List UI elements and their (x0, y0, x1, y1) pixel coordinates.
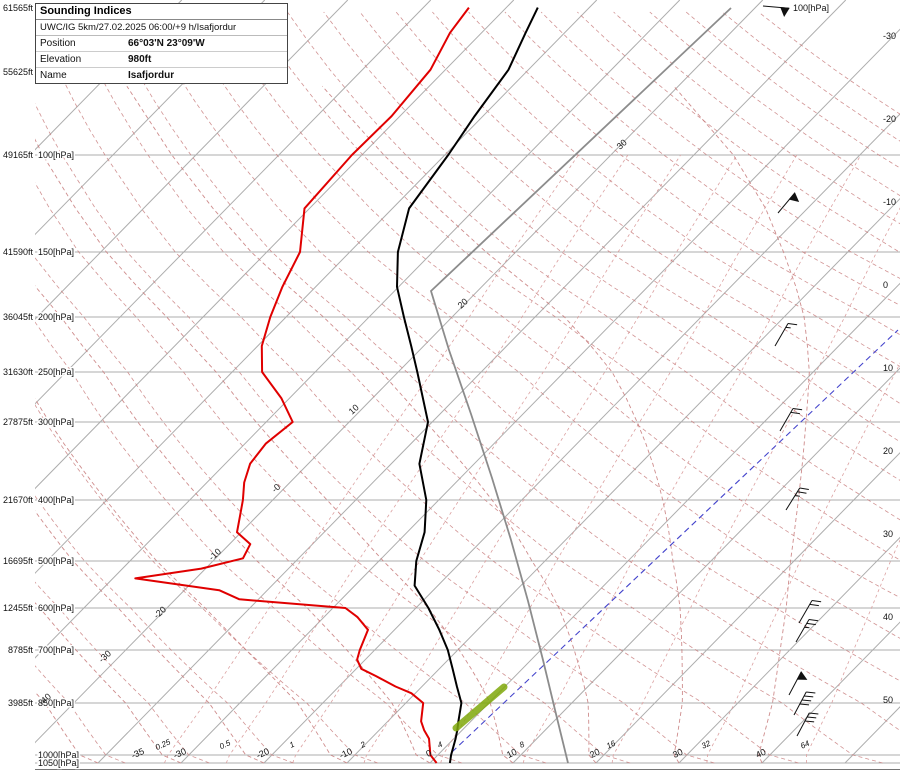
wind-barb (777, 192, 800, 214)
temperature-curve (396, 7, 539, 764)
dewpoint-curve (134, 7, 470, 764)
wind-barb (779, 407, 803, 432)
svg-text:32: 32 (700, 739, 712, 751)
mixing-ratio-grid (164, 154, 900, 764)
isobar-grid (35, 154, 900, 770)
position-value: 66°03'N 23°09'W (128, 38, 205, 49)
axis-labels-right: -30 -20 -10 0 10 20 30 40 50 (883, 31, 896, 705)
wind-barb (788, 671, 808, 696)
svg-text:850[hPa]: 850[hPa] (38, 698, 74, 708)
svg-text:40: 40 (883, 612, 893, 622)
wind-barb (796, 712, 819, 737)
svg-text:8: 8 (518, 739, 526, 749)
svg-text:41590ft: 41590ft (3, 247, 34, 257)
svg-text:30: 30 (615, 137, 629, 151)
svg-text:8785ft: 8785ft (8, 645, 34, 655)
svg-text:-10: -10 (883, 197, 896, 207)
svg-text:-10: -10 (338, 746, 354, 761)
svg-text:27875ft: 27875ft (3, 417, 34, 427)
svg-text:40: 40 (754, 747, 767, 760)
svg-text:100[hPa]: 100[hPa] (793, 3, 829, 13)
svg-text:31630ft: 31630ft (3, 367, 34, 377)
info-row-elevation: Elevation 980ft (36, 52, 287, 68)
svg-text:16: 16 (605, 739, 617, 751)
svg-text:36045ft: 36045ft (3, 312, 34, 322)
info-row-position: Position 66°03'N 23°09'W (36, 36, 287, 52)
isa-reference-line (429, 7, 732, 764)
svg-text:150[hPa]: 150[hPa] (38, 247, 74, 257)
svg-text:500[hPa]: 500[hPa] (38, 556, 74, 566)
svg-text:10: 10 (883, 363, 893, 373)
mixing-ratio-highlight-line (451, 329, 899, 753)
name-label: Name (40, 70, 67, 81)
svg-text:3985ft: 3985ft (8, 698, 34, 708)
svg-text:20: 20 (456, 296, 470, 310)
svg-text:10: 10 (347, 402, 361, 416)
svg-text:-30: -30 (172, 746, 188, 761)
wind-barb (793, 691, 816, 716)
svg-text:700[hPa]: 700[hPa] (38, 645, 74, 655)
axis-labels-left: 61565ft 55625ft 49165ft 100[hPa] 41590ft 150[… (3, 3, 81, 770)
svg-text:16695ft: 16695ft (3, 556, 34, 566)
svg-text:10: 10 (505, 747, 518, 760)
svg-text:64: 64 (799, 739, 811, 751)
sounding-indices-panel: Sounding Indices UWC/IG 5km/27.02.2025 0… (35, 3, 288, 84)
wind-barb (762, 5, 790, 18)
model-run-info: UWC/IG 5km/27.02.2025 06:00/+9 h/Isafjor… (36, 20, 287, 36)
svg-text:21670ft: 21670ft (3, 495, 34, 505)
svg-text:1050[hPa]: 1050[hPa] (38, 758, 79, 768)
svg-text:50: 50 (883, 695, 893, 705)
svg-text:400[hPa]: 400[hPa] (38, 495, 74, 505)
svg-text:300[hPa]: 300[hPa] (38, 417, 74, 427)
top-right-pressure-label: 100[hPa] (793, 3, 829, 13)
elevation-label: Elevation (40, 54, 82, 65)
wind-barb (774, 322, 798, 347)
svg-text:-10: -10 (207, 546, 223, 562)
axis-labels-bottom: -35 -30 -20 -10 0 10 20 30 40 0.25 0.5 1 2 4 8 16 32 64 (130, 737, 812, 760)
svg-text:20: 20 (588, 747, 601, 760)
svg-text:0.5: 0.5 (218, 738, 232, 751)
svg-text:30: 30 (883, 529, 893, 539)
svg-text:1000[hPa]: 1000[hPa] (38, 750, 79, 760)
svg-text:61565ft: 61565ft (3, 3, 34, 13)
svg-text:2: 2 (358, 739, 367, 750)
elevation-value: 980ft (128, 54, 152, 65)
wind-barb (798, 599, 822, 624)
name-value: Isafjordur (128, 70, 175, 81)
svg-text:55625ft: 55625ft (3, 67, 34, 77)
svg-text:600[hPa]: 600[hPa] (38, 603, 74, 613)
svg-text:-20: -20 (255, 746, 271, 761)
svg-text:20: 20 (883, 446, 893, 456)
svg-text:4: 4 (436, 739, 444, 749)
panel-title: Sounding Indices (36, 4, 287, 20)
svg-text:200[hPa]: 200[hPa] (38, 312, 74, 322)
svg-text:0: 0 (883, 280, 888, 290)
svg-text:1: 1 (288, 740, 296, 750)
info-row-name: Name Isafjordur (36, 68, 287, 83)
svg-text:-20: -20 (152, 604, 168, 620)
svg-text:250[hPa]: 250[hPa] (38, 367, 74, 377)
svg-text:-30: -30 (883, 31, 896, 41)
svg-text:-35: -35 (130, 746, 146, 761)
svg-text:30: 30 (671, 747, 684, 760)
svg-text:0: 0 (424, 748, 433, 759)
svg-text:49165ft: 49165ft (3, 150, 34, 160)
position-label: Position (40, 38, 76, 49)
wind-barb (785, 487, 809, 511)
parcel-segment (452, 683, 508, 732)
svg-text:0.25: 0.25 (154, 737, 172, 752)
wind-barbs (762, 5, 822, 737)
moist-adiabat-grid (35, 85, 810, 764)
wind-barb (795, 618, 819, 643)
svg-text:12455ft: 12455ft (3, 603, 34, 613)
svg-text:100[hPa]: 100[hPa] (38, 150, 74, 160)
svg-text:-30: -30 (97, 648, 113, 664)
svg-text:-20: -20 (883, 114, 896, 124)
